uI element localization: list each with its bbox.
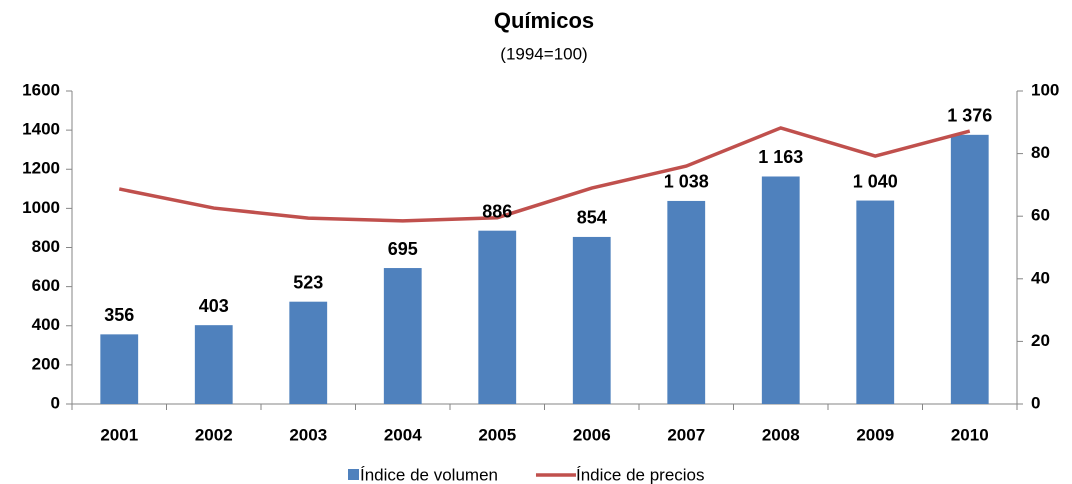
x-tick-label: 2004	[384, 425, 422, 444]
y-tick-label: 0	[51, 393, 60, 412]
legend-label: Índice de precios	[576, 465, 705, 484]
value-label: 523	[293, 272, 323, 292]
y-tick-label: 200	[32, 354, 60, 373]
y-tick-label: 1200	[22, 159, 60, 178]
chart-title: Químicos	[494, 8, 594, 33]
bar	[950, 134, 989, 404]
x-tick-label: 2001	[100, 425, 138, 444]
bar	[383, 268, 422, 404]
y-tick-label: 400	[32, 315, 60, 334]
x-tick-label: 2006	[573, 425, 611, 444]
legend-swatch	[348, 469, 359, 480]
y-tick-label: 1600	[22, 80, 60, 99]
bar	[856, 200, 895, 404]
value-label: 1 376	[947, 106, 992, 126]
legend-label: Índice de volumen	[360, 465, 498, 484]
y-tick-label: 1000	[22, 198, 60, 217]
bar	[761, 176, 800, 404]
value-label: 854	[577, 208, 607, 228]
y2-tick-label: 0	[1031, 393, 1040, 412]
bar	[667, 200, 706, 404]
x-tick-label: 2010	[951, 425, 989, 444]
y-tick-label: 600	[32, 276, 60, 295]
x-tick-label: 2009	[856, 425, 894, 444]
value-label: 1 038	[664, 172, 709, 192]
y2-tick-label: 20	[1031, 331, 1050, 350]
x-tick-label: 2008	[762, 425, 800, 444]
y-tick-label: 800	[32, 237, 60, 256]
bar	[478, 230, 517, 404]
value-label: 1 040	[853, 171, 898, 191]
x-tick-label: 2005	[478, 425, 516, 444]
x-tick-label: 2002	[195, 425, 233, 444]
bar	[572, 236, 611, 404]
y2-tick-label: 60	[1031, 206, 1050, 225]
x-tick-label: 2003	[289, 425, 327, 444]
y2-tick-label: 80	[1031, 143, 1050, 162]
y2-tick-label: 100	[1031, 80, 1059, 99]
value-label: 356	[104, 305, 134, 325]
value-label: 403	[199, 296, 229, 316]
bar	[194, 325, 233, 404]
bar	[289, 301, 328, 404]
x-tick-label: 2007	[667, 425, 705, 444]
line	[118, 126, 971, 223]
y-tick-label: 1400	[22, 120, 60, 139]
bar	[100, 334, 139, 404]
value-label: 886	[482, 201, 512, 221]
value-label: 695	[388, 239, 418, 259]
y2-tick-label: 40	[1031, 268, 1050, 287]
value-label: 1 163	[758, 147, 803, 167]
chart-subtitle: (1994=100)	[500, 44, 587, 63]
